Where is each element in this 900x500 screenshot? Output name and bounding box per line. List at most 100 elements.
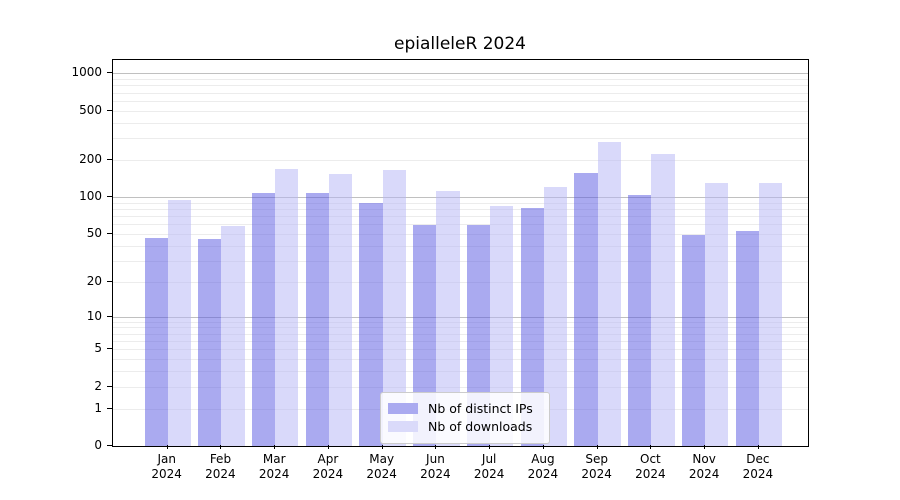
gridline-8 bbox=[113, 327, 808, 329]
y-tick-0 bbox=[107, 445, 112, 446]
gridline-4 bbox=[113, 359, 808, 361]
x-tick-apr bbox=[327, 445, 329, 449]
bar-distinct-ips-aug bbox=[520, 208, 544, 446]
x-tick-mar bbox=[274, 445, 276, 449]
bar-downloads-dec bbox=[758, 183, 783, 446]
plot-area bbox=[112, 59, 809, 447]
y-tick-5 bbox=[107, 348, 112, 350]
x-tick-aug bbox=[542, 445, 544, 449]
y-tick-label-2: 2 bbox=[94, 378, 102, 393]
gridline-800 bbox=[113, 85, 808, 87]
bar-distinct-ips-jun bbox=[413, 225, 437, 446]
bar-distinct-ips-mar bbox=[251, 192, 276, 446]
gridline-90 bbox=[113, 202, 808, 204]
bar-downloads-may bbox=[382, 169, 406, 446]
bar-distinct-ips-dec bbox=[735, 230, 759, 446]
bar-downloads-feb bbox=[221, 226, 245, 446]
x-tick-sep bbox=[596, 445, 598, 449]
x-tick-feb bbox=[220, 445, 222, 449]
y-tick-50 bbox=[107, 232, 112, 234]
gridline-7 bbox=[113, 333, 808, 335]
gridline-3 bbox=[113, 371, 808, 373]
y-tick-label-500: 500 bbox=[79, 102, 102, 117]
x-tick-label-jan: Jan 2024 bbox=[151, 452, 182, 481]
x-tick-may bbox=[381, 445, 383, 449]
legend-label-downloads: Nb of downloads bbox=[428, 419, 533, 434]
gridline-600 bbox=[113, 100, 808, 102]
gridline-80 bbox=[113, 208, 808, 210]
y-tick-label-50: 50 bbox=[86, 225, 102, 240]
x-tick-label-sep: Sep 2024 bbox=[581, 452, 612, 481]
y-tick-100 bbox=[107, 196, 112, 198]
gridline-5 bbox=[113, 349, 808, 351]
gridline-100 bbox=[113, 197, 808, 199]
gridline-50 bbox=[113, 233, 808, 235]
bar-distinct-ips-sep bbox=[574, 172, 598, 446]
x-tick-label-nov: Nov 2024 bbox=[688, 452, 720, 481]
x-tick-label-apr: Apr 2024 bbox=[312, 452, 344, 481]
y-tick-500 bbox=[107, 109, 112, 111]
bar-distinct-ips-nov bbox=[681, 234, 706, 446]
gridline-300 bbox=[113, 138, 808, 140]
x-tick-label-jun: Jun 2024 bbox=[420, 452, 451, 481]
bar-distinct-ips-jul bbox=[466, 225, 491, 446]
x-tick-label-mar: Mar 2024 bbox=[258, 452, 290, 481]
gridline-10 bbox=[113, 316, 808, 318]
y-tick-label-0: 0 bbox=[94, 438, 102, 452]
y-tick-label-100: 100 bbox=[79, 189, 102, 204]
gridline-400 bbox=[113, 122, 808, 124]
y-tick-200 bbox=[107, 158, 112, 160]
x-tick-label-feb: Feb 2024 bbox=[205, 452, 236, 481]
legend-item-distinct-ips: Nb of distinct IPs bbox=[388, 401, 541, 416]
bar-downloads-oct bbox=[651, 153, 675, 446]
bar-downloads-jun bbox=[436, 191, 460, 446]
gridline-2 bbox=[113, 386, 808, 388]
gridline-900 bbox=[113, 79, 808, 81]
y-tick-label-10: 10 bbox=[86, 308, 102, 323]
gridline-20 bbox=[113, 281, 808, 283]
y-tick-label-200: 200 bbox=[79, 151, 102, 166]
y-tick-label-5: 5 bbox=[94, 341, 102, 356]
gridline-500 bbox=[113, 110, 808, 112]
x-tick-label-aug: Aug 2024 bbox=[527, 452, 559, 481]
gridline-70 bbox=[113, 216, 808, 218]
legend-swatch-downloads bbox=[388, 421, 418, 432]
bar-downloads-apr bbox=[328, 173, 353, 446]
y-tick-label-1000: 1000 bbox=[71, 65, 102, 80]
x-tick-label-jul: Jul 2024 bbox=[473, 452, 505, 481]
bar-downloads-jan bbox=[167, 199, 191, 446]
x-tick-jul bbox=[489, 445, 491, 449]
y-tick-1000 bbox=[107, 72, 112, 74]
x-tick-jan bbox=[166, 445, 168, 449]
gridline-9 bbox=[113, 321, 808, 323]
y-tick-20 bbox=[107, 280, 112, 282]
x-tick-dec bbox=[757, 445, 759, 449]
y-tick-10 bbox=[107, 315, 112, 317]
bar-distinct-ips-apr bbox=[305, 192, 329, 446]
bar-distinct-ips-oct bbox=[628, 194, 652, 446]
x-tick-jun bbox=[435, 445, 437, 449]
chart-title: epialleleR 2024 bbox=[394, 34, 526, 54]
gridline-60 bbox=[113, 224, 808, 226]
legend: Nb of distinct IPs Nb of downloads bbox=[380, 392, 550, 444]
x-tick-oct bbox=[650, 445, 652, 449]
y-tick-2 bbox=[107, 385, 112, 387]
y-tick-label-20: 20 bbox=[86, 273, 102, 288]
bar-downloads-sep bbox=[597, 141, 621, 446]
gridline-200 bbox=[113, 159, 808, 161]
bar-distinct-ips-jan bbox=[144, 238, 168, 446]
legend-label-distinct-ips: Nb of distinct IPs bbox=[428, 401, 533, 416]
x-tick-label-dec: Dec 2024 bbox=[742, 452, 774, 481]
y-tick-1 bbox=[107, 407, 112, 409]
bar-downloads-aug bbox=[543, 186, 568, 446]
legend-swatch-distinct-ips bbox=[388, 403, 418, 414]
gridline-700 bbox=[113, 92, 808, 94]
x-tick-label-may: May 2024 bbox=[366, 452, 397, 481]
y-tick-label-1: 1 bbox=[94, 400, 102, 415]
gridline-30 bbox=[113, 260, 808, 262]
bar-downloads-jul bbox=[490, 205, 514, 446]
bar-downloads-mar bbox=[275, 169, 299, 446]
bar-distinct-ips-feb bbox=[198, 239, 222, 446]
x-tick-label-oct: Oct 2024 bbox=[635, 452, 666, 481]
